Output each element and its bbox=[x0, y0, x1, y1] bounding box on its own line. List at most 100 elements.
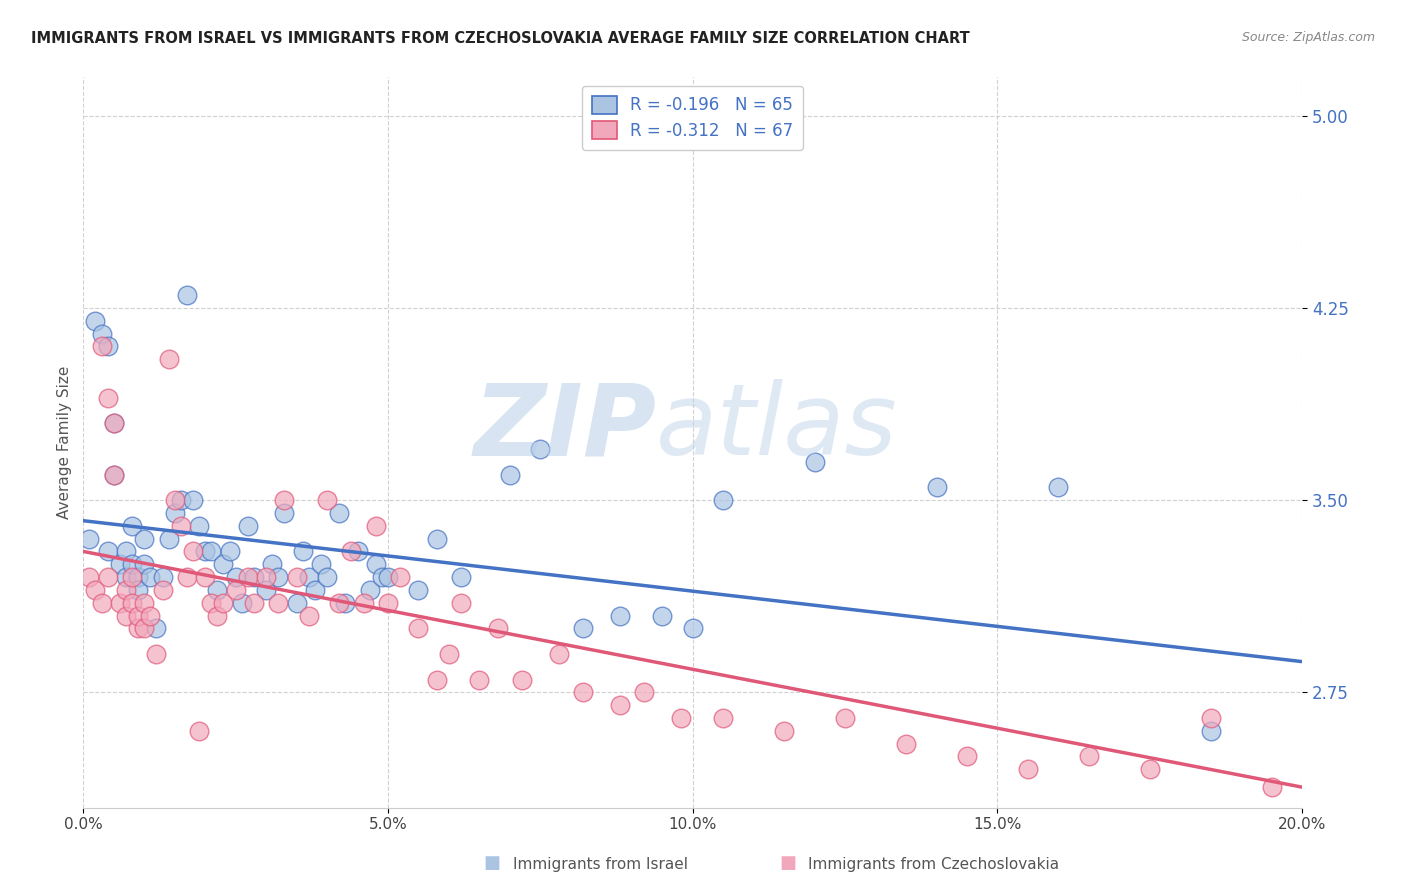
Point bbox=[115, 608, 138, 623]
Point bbox=[529, 442, 551, 456]
Point bbox=[450, 596, 472, 610]
Point bbox=[328, 596, 350, 610]
Text: ■: ■ bbox=[779, 855, 796, 872]
Point bbox=[115, 570, 138, 584]
Point bbox=[103, 467, 125, 482]
Point bbox=[134, 621, 156, 635]
Point bbox=[262, 558, 284, 572]
Point bbox=[328, 506, 350, 520]
Point bbox=[773, 723, 796, 738]
Point bbox=[200, 596, 222, 610]
Point bbox=[285, 570, 308, 584]
Point bbox=[1199, 723, 1222, 738]
Point bbox=[1017, 762, 1039, 776]
Point bbox=[682, 621, 704, 635]
Point bbox=[364, 558, 387, 572]
Point bbox=[121, 596, 143, 610]
Point bbox=[139, 570, 162, 584]
Point bbox=[181, 544, 204, 558]
Point bbox=[1199, 711, 1222, 725]
Point bbox=[572, 621, 595, 635]
Point bbox=[389, 570, 412, 584]
Point bbox=[134, 558, 156, 572]
Point bbox=[426, 532, 449, 546]
Point bbox=[353, 596, 375, 610]
Point bbox=[84, 582, 107, 597]
Point bbox=[1077, 749, 1099, 764]
Point bbox=[163, 506, 186, 520]
Point bbox=[108, 596, 131, 610]
Point bbox=[510, 673, 533, 687]
Point bbox=[97, 391, 120, 405]
Text: ZIP: ZIP bbox=[474, 379, 657, 476]
Point bbox=[212, 596, 235, 610]
Point bbox=[371, 570, 394, 584]
Point bbox=[97, 544, 120, 558]
Point bbox=[925, 480, 948, 494]
Point bbox=[267, 596, 290, 610]
Point bbox=[225, 582, 247, 597]
Point bbox=[84, 314, 107, 328]
Point bbox=[309, 558, 332, 572]
Point bbox=[486, 621, 509, 635]
Point bbox=[499, 467, 522, 482]
Point bbox=[1261, 780, 1284, 794]
Point bbox=[291, 544, 314, 558]
Point bbox=[152, 570, 174, 584]
Point bbox=[1139, 762, 1161, 776]
Point bbox=[285, 596, 308, 610]
Point bbox=[267, 570, 290, 584]
Point bbox=[145, 647, 167, 661]
Point bbox=[188, 518, 211, 533]
Point bbox=[90, 326, 112, 341]
Point bbox=[90, 596, 112, 610]
Point bbox=[79, 570, 101, 584]
Point bbox=[651, 608, 673, 623]
Point bbox=[243, 596, 266, 610]
Point bbox=[121, 558, 143, 572]
Point bbox=[243, 570, 266, 584]
Point bbox=[340, 544, 363, 558]
Text: Source: ZipAtlas.com: Source: ZipAtlas.com bbox=[1241, 31, 1375, 45]
Point bbox=[335, 596, 357, 610]
Point bbox=[207, 582, 229, 597]
Point bbox=[194, 570, 217, 584]
Point bbox=[450, 570, 472, 584]
Point bbox=[90, 339, 112, 353]
Point bbox=[803, 455, 825, 469]
Point bbox=[273, 493, 295, 508]
Point bbox=[572, 685, 595, 699]
Point bbox=[547, 647, 569, 661]
Point bbox=[316, 570, 339, 584]
Point bbox=[121, 570, 143, 584]
Point bbox=[408, 582, 430, 597]
Point bbox=[127, 582, 149, 597]
Point bbox=[188, 723, 211, 738]
Y-axis label: Average Family Size: Average Family Size bbox=[58, 366, 72, 519]
Legend: R = -0.196   N = 65, R = -0.312   N = 67: R = -0.196 N = 65, R = -0.312 N = 67 bbox=[582, 86, 803, 150]
Point bbox=[97, 570, 120, 584]
Point bbox=[316, 493, 339, 508]
Point bbox=[609, 608, 631, 623]
Point bbox=[127, 621, 149, 635]
Point bbox=[176, 288, 198, 302]
Point bbox=[609, 698, 631, 713]
Point bbox=[426, 673, 449, 687]
Text: Immigrants from Czechoslovakia: Immigrants from Czechoslovakia bbox=[808, 857, 1060, 872]
Text: IMMIGRANTS FROM ISRAEL VS IMMIGRANTS FROM CZECHOSLOVAKIA AVERAGE FAMILY SIZE COR: IMMIGRANTS FROM ISRAEL VS IMMIGRANTS FRO… bbox=[31, 31, 970, 46]
Point bbox=[115, 544, 138, 558]
Point bbox=[134, 596, 156, 610]
Point bbox=[97, 339, 120, 353]
Point bbox=[145, 621, 167, 635]
Point bbox=[236, 570, 259, 584]
Point bbox=[834, 711, 856, 725]
Point bbox=[298, 570, 321, 584]
Point bbox=[894, 737, 917, 751]
Point bbox=[1047, 480, 1070, 494]
Point bbox=[103, 417, 125, 431]
Point bbox=[170, 518, 193, 533]
Point bbox=[468, 673, 491, 687]
Point bbox=[218, 544, 240, 558]
Point bbox=[108, 558, 131, 572]
Point bbox=[181, 493, 204, 508]
